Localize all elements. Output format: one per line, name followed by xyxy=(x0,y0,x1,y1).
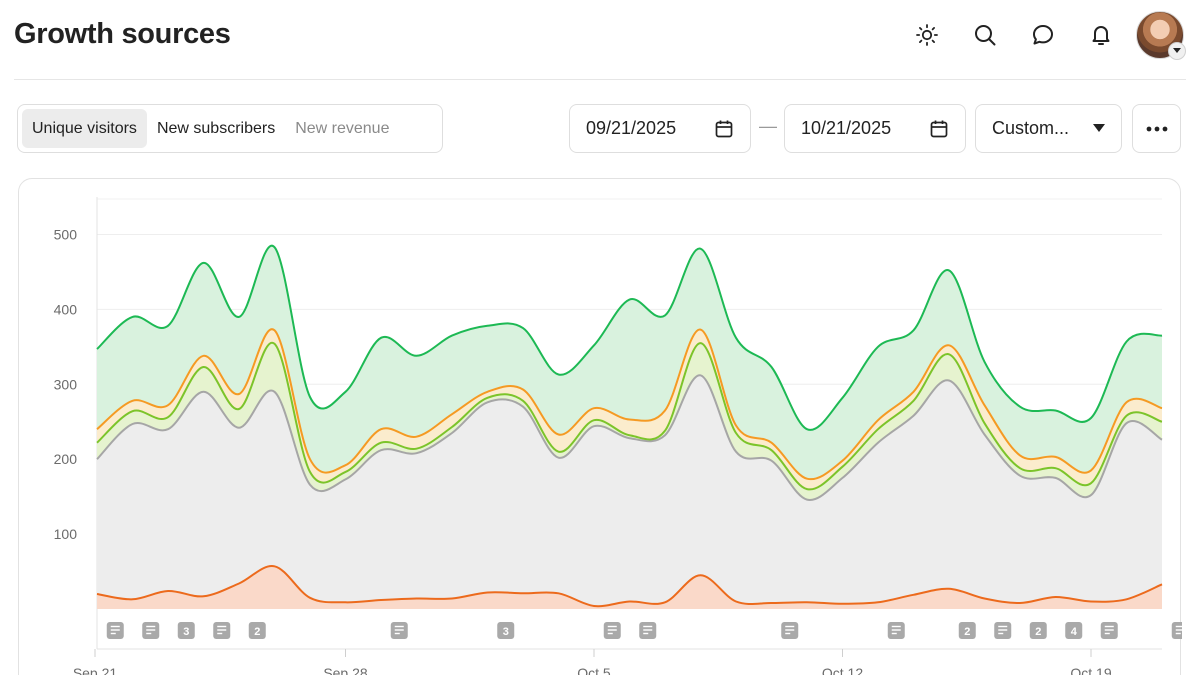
tab-new-subscribers[interactable]: New subscribers xyxy=(156,119,276,137)
annotation-marker[interactable] xyxy=(1171,622,1189,639)
caret-down-icon xyxy=(1093,124,1105,132)
x-tick-label: Oct 12 xyxy=(822,665,863,675)
area-fill-orange xyxy=(97,329,1162,490)
annotation-marker[interactable]: 2 xyxy=(1029,622,1047,639)
annotation-count: 3 xyxy=(183,626,189,638)
search-icon xyxy=(975,25,996,46)
page-header: Growth sources xyxy=(14,0,1186,80)
header-actions xyxy=(898,10,1186,60)
series-line-lime[interactable] xyxy=(96,341,1163,491)
x-tick-label: Oct 19 xyxy=(1070,665,1111,675)
y-tick-label: 200 xyxy=(54,451,78,467)
calendar-icon xyxy=(715,120,733,137)
annotation-marker[interactable] xyxy=(390,622,408,639)
series-line-top[interactable] xyxy=(96,244,1163,431)
start-date-field[interactable]: 09/21/2025 xyxy=(569,104,751,153)
chat-icon xyxy=(1033,25,1053,45)
theme-toggle-button[interactable] xyxy=(898,10,956,60)
series-line-orange[interactable] xyxy=(96,328,1163,481)
annotation-badge xyxy=(177,622,195,639)
growth-chart-card: 100 200 300 400 500 3 2 3 2 2 4 Sep 21 Sep 28 Oct 5 Oc… xyxy=(18,178,1189,675)
annotation-badge xyxy=(1029,622,1047,639)
annotation-marker[interactable] xyxy=(142,622,160,639)
annotation-marker[interactable]: 2 xyxy=(248,622,266,639)
user-avatar[interactable] xyxy=(1136,11,1186,60)
bell-icon xyxy=(1092,26,1110,45)
annotation-marker[interactable] xyxy=(1100,622,1118,639)
messages-button[interactable] xyxy=(1014,10,1072,60)
annotation-marker[interactable] xyxy=(887,622,905,639)
annotation-marker[interactable] xyxy=(639,622,657,639)
y-tick-label: 500 xyxy=(54,226,78,242)
annotation-count: 3 xyxy=(503,626,509,638)
notifications-button[interactable] xyxy=(1072,10,1130,60)
area-fill-gray xyxy=(97,375,1162,609)
annotation-marker[interactable] xyxy=(213,622,231,639)
end-date-value: 10/21/2025 xyxy=(801,118,892,138)
more-horizontal-icon xyxy=(1146,126,1167,131)
date-range-separator: — xyxy=(759,116,777,136)
annotation-badge xyxy=(1065,622,1083,639)
annotation-marker[interactable]: 4 xyxy=(1065,622,1083,639)
annotation-marker[interactable] xyxy=(603,622,621,639)
more-options-button[interactable] xyxy=(1132,104,1181,153)
annotation-count: 2 xyxy=(1035,626,1041,638)
search-button[interactable] xyxy=(956,10,1014,60)
annotation-marker[interactable]: 3 xyxy=(497,622,515,639)
area-fill-lime xyxy=(97,342,1162,500)
series-line-gray[interactable] xyxy=(96,374,1163,501)
tab-new-revenue[interactable]: New revenue xyxy=(295,119,390,137)
page-title: Growth sources xyxy=(14,18,231,50)
sun-icon xyxy=(916,24,938,46)
y-tick-label: 100 xyxy=(54,526,78,542)
x-tick-label: Sep 21 xyxy=(73,665,118,675)
calendar-icon xyxy=(930,120,948,137)
annotation-badge xyxy=(497,622,515,639)
metric-tabs: Unique visitors New subscribers New reve… xyxy=(17,104,443,153)
area-fill-top xyxy=(97,245,1162,480)
date-preset-value: Custom... xyxy=(992,118,1070,138)
annotation-marker[interactable] xyxy=(106,622,124,639)
y-tick-label: 400 xyxy=(54,301,78,317)
growth-area-chart[interactable]: 100 200 300 400 500 3 2 3 2 2 4 Sep 21 Sep 28 Oct 5 Oc… xyxy=(19,179,1189,675)
series-line-bottom[interactable] xyxy=(96,565,1163,608)
area-fill-bottom xyxy=(97,566,1162,609)
annotation-marker[interactable] xyxy=(994,622,1012,639)
x-tick-label: Oct 5 xyxy=(577,665,611,675)
annotation-count: 2 xyxy=(254,626,260,638)
annotation-marker[interactable]: 3 xyxy=(177,622,195,639)
chevron-down-icon xyxy=(1168,42,1186,60)
start-date-value: 09/21/2025 xyxy=(586,118,677,138)
annotation-badge xyxy=(248,622,266,639)
annotation-marker[interactable] xyxy=(781,622,799,639)
tab-unique-visitors[interactable]: Unique visitors xyxy=(22,109,147,148)
annotation-count: 4 xyxy=(1071,626,1078,638)
date-preset-select[interactable]: Custom... xyxy=(975,104,1122,153)
annotation-marker[interactable]: 2 xyxy=(958,622,976,639)
annotation-badge xyxy=(958,622,976,639)
end-date-field[interactable]: 10/21/2025 xyxy=(784,104,966,153)
annotation-count: 2 xyxy=(964,626,970,638)
x-tick-label: Sep 28 xyxy=(323,665,368,675)
y-tick-label: 300 xyxy=(54,376,78,392)
